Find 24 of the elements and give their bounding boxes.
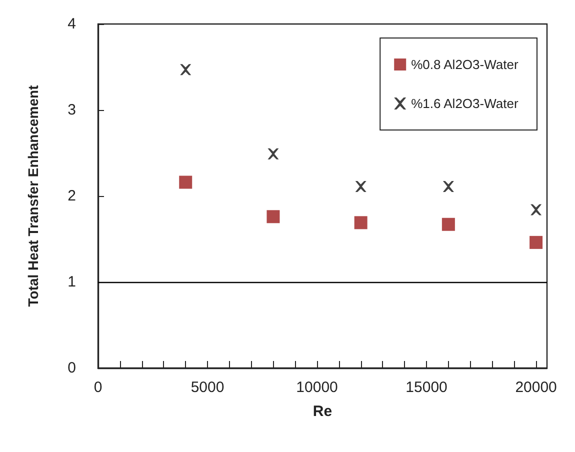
point bbox=[268, 148, 279, 160]
y-tick-label: 3 bbox=[68, 102, 76, 118]
x-tick-label: 15000 bbox=[406, 379, 448, 396]
legend-label: %0.8 Al2O3-Water bbox=[411, 57, 519, 72]
x-tick-label: 10000 bbox=[296, 379, 338, 396]
y-tick-label: 0 bbox=[68, 360, 76, 376]
x-axis-title: Re bbox=[312, 403, 332, 420]
point bbox=[442, 218, 455, 231]
legend-label: %1.6 Al2O3-Water bbox=[411, 96, 519, 111]
point bbox=[354, 216, 368, 230]
point bbox=[266, 210, 280, 224]
point bbox=[530, 204, 542, 216]
y-tick-label: 4 bbox=[68, 16, 76, 32]
point bbox=[355, 181, 366, 192]
point bbox=[530, 236, 543, 249]
x-tick-label: 5000 bbox=[190, 379, 224, 396]
y-tick-label: 1 bbox=[68, 274, 76, 290]
point bbox=[180, 64, 192, 76]
y-axis-title: Total Heat Transfer Enhancement bbox=[25, 84, 41, 307]
point bbox=[179, 176, 192, 189]
x-tick-label: 20000 bbox=[515, 379, 557, 396]
point bbox=[442, 181, 454, 192]
x-tick-label: 0 bbox=[94, 379, 102, 396]
y-tick-label: 2 bbox=[68, 188, 76, 204]
